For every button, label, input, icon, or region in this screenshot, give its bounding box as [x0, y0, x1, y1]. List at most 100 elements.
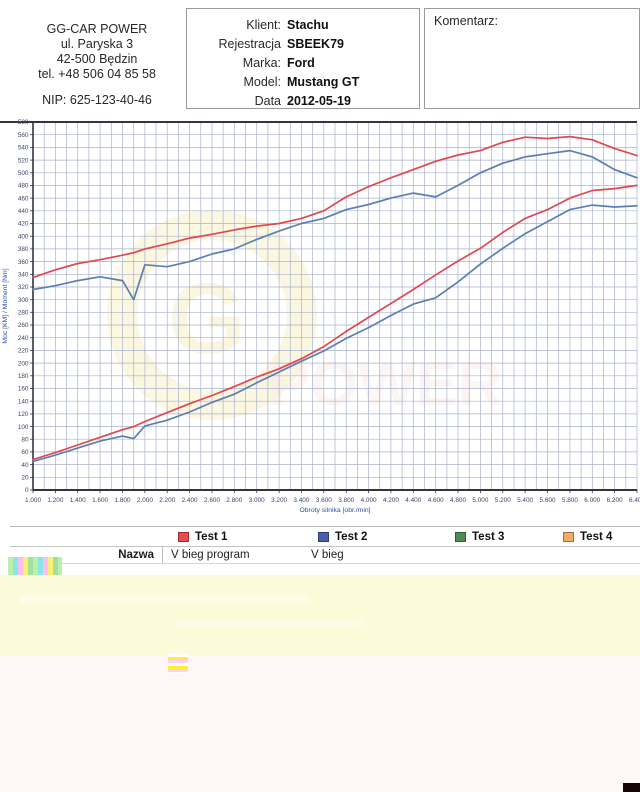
svg-text:500: 500 — [18, 170, 29, 177]
svg-text:140: 140 — [18, 398, 29, 405]
svg-text:4.600: 4.600 — [428, 497, 444, 504]
series-line-2 — [32, 184, 638, 461]
company-info-block: GG-CAR POWER ul. Paryska 3 42-500 Będzin… — [12, 22, 182, 108]
company-phone: tel. +48 506 04 85 58 — [38, 67, 156, 81]
watermark-logo: G POWER — [107, 210, 502, 420]
svg-text:100: 100 — [18, 424, 29, 431]
svg-text:220: 220 — [18, 348, 29, 355]
x-axis-title: Obroty silnika [obr./min] — [299, 507, 370, 514]
client-row-data: Data 2012-05-19 — [187, 91, 419, 110]
company-address-line1: ul. Paryska 3 — [60, 37, 134, 51]
series-line-0 — [32, 135, 638, 279]
field-value: SBEEK79 — [287, 36, 344, 51]
svg-text:5.800: 5.800 — [562, 497, 578, 504]
svg-text:5.000: 5.000 — [472, 497, 488, 504]
svg-text:480: 480 — [18, 183, 29, 190]
field-label: Data — [254, 93, 281, 108]
client-row-model: Model: Mustang GT — [187, 72, 419, 91]
svg-text:2.800: 2.800 — [226, 497, 242, 504]
svg-text:2.600: 2.600 — [204, 497, 220, 504]
svg-text:120: 120 — [18, 411, 29, 418]
legend-name-row: Nazwa V bieg program V bieg — [10, 547, 640, 564]
svg-text:300: 300 — [18, 297, 29, 304]
field-label: Model: — [243, 74, 281, 89]
svg-text:2.200: 2.200 — [159, 497, 175, 504]
svg-text:20: 20 — [21, 475, 29, 482]
svg-text:4.000: 4.000 — [361, 497, 377, 504]
client-info-box: Klient: Stachu Rejestracja SBEEK79 Marka… — [186, 8, 420, 109]
svg-text:360: 360 — [18, 259, 29, 266]
svg-text:1.800: 1.800 — [115, 497, 131, 504]
test1-color-swatch-icon — [178, 531, 189, 542]
company-address-line2: 42-500 Będzin — [56, 52, 138, 66]
field-label: Marka: — [242, 55, 281, 70]
scan-glitch-artifact — [8, 557, 62, 577]
row-label-nazwa: Nazwa — [10, 547, 163, 563]
company-name: GG-CAR POWER — [46, 22, 148, 36]
chart-axes — [0, 121, 637, 491]
svg-text:6.200: 6.200 — [607, 497, 623, 504]
svg-text:1.000: 1.000 — [25, 497, 41, 504]
field-label: Rejestracja — [218, 36, 281, 51]
svg-text:4.200: 4.200 — [383, 497, 399, 504]
dyno-chart-svg: G POWER 0 20 40 60 80 100 120 140 160 180 200 220 24… — [0, 119, 640, 514]
scan-ghost-mark — [20, 595, 310, 604]
legend-item-test4: Test 4 — [548, 531, 640, 543]
svg-text:440: 440 — [18, 208, 29, 215]
scan-black-chip — [623, 783, 640, 792]
client-row-klient: Klient: Stachu — [187, 15, 419, 34]
svg-text:6.400: 6.400 — [629, 497, 640, 504]
svg-text:3.800: 3.800 — [338, 497, 354, 504]
x-axis-ticks: 1.000 1.200 1.400 1.600 1.800 2.000 2.200 2.400… — [25, 490, 640, 504]
field-label: Klient: — [246, 17, 281, 32]
client-row-marka: Marka: Ford — [187, 53, 419, 72]
svg-text:260: 260 — [18, 322, 29, 329]
comment-box: Komentarz: — [424, 8, 640, 109]
test2-name: V bieg — [311, 549, 344, 561]
svg-text:540: 540 — [18, 145, 29, 152]
test1-name: V bieg program — [171, 549, 250, 561]
svg-text:340: 340 — [18, 272, 29, 279]
svg-text:1.600: 1.600 — [92, 497, 108, 504]
svg-text:240: 240 — [18, 335, 29, 342]
svg-text:1.400: 1.400 — [70, 497, 86, 504]
field-value: Mustang GT — [287, 74, 360, 89]
legend-table: Test 1 Test 2 Test 3 Test 4 Nazwa V bieg… — [10, 526, 640, 564]
comment-label: Komentarz: — [434, 14, 498, 28]
svg-text:G: G — [168, 263, 246, 375]
svg-text:3.000: 3.000 — [249, 497, 265, 504]
svg-text:3.400: 3.400 — [293, 497, 309, 504]
legend-tests-row: Test 1 Test 2 Test 3 Test 4 — [10, 527, 640, 547]
y-axis-title: Moc [KM] / Moment [Nm] — [2, 268, 9, 343]
svg-text:5.600: 5.600 — [540, 497, 556, 504]
scan-band-yellow — [0, 575, 640, 655]
svg-text:4.400: 4.400 — [405, 497, 421, 504]
svg-text:6.000: 6.000 — [584, 497, 600, 504]
svg-text:400: 400 — [18, 233, 29, 240]
svg-text:1.200: 1.200 — [47, 497, 63, 504]
svg-text:200: 200 — [18, 360, 29, 367]
svg-text:5.200: 5.200 — [495, 497, 511, 504]
svg-text:3.200: 3.200 — [271, 497, 287, 504]
series-line-1 — [32, 149, 638, 301]
series-line-3 — [32, 204, 638, 463]
scan-ghost-mark — [175, 619, 365, 627]
svg-text:2.400: 2.400 — [182, 497, 198, 504]
legend-label: Test 2 — [335, 530, 368, 543]
svg-text:380: 380 — [18, 246, 29, 253]
svg-text:420: 420 — [18, 221, 29, 228]
field-value: Ford — [287, 55, 315, 70]
svg-text:580: 580 — [18, 119, 29, 126]
svg-text:160: 160 — [18, 386, 29, 393]
svg-text:460: 460 — [18, 195, 29, 202]
svg-text:560: 560 — [18, 132, 29, 139]
svg-text:280: 280 — [18, 310, 29, 317]
svg-text:2.000: 2.000 — [137, 497, 153, 504]
legend-item-test3: Test 3 — [440, 531, 548, 543]
legend-item-test2: Test 2 — [303, 531, 440, 543]
svg-text:4.800: 4.800 — [450, 497, 466, 504]
scan-glitch-artifact — [168, 654, 188, 673]
legend-label: Test 1 — [195, 530, 228, 543]
dyno-chart: G POWER 0 20 40 60 80 100 120 140 160 180 200 220 24… — [0, 113, 640, 517]
